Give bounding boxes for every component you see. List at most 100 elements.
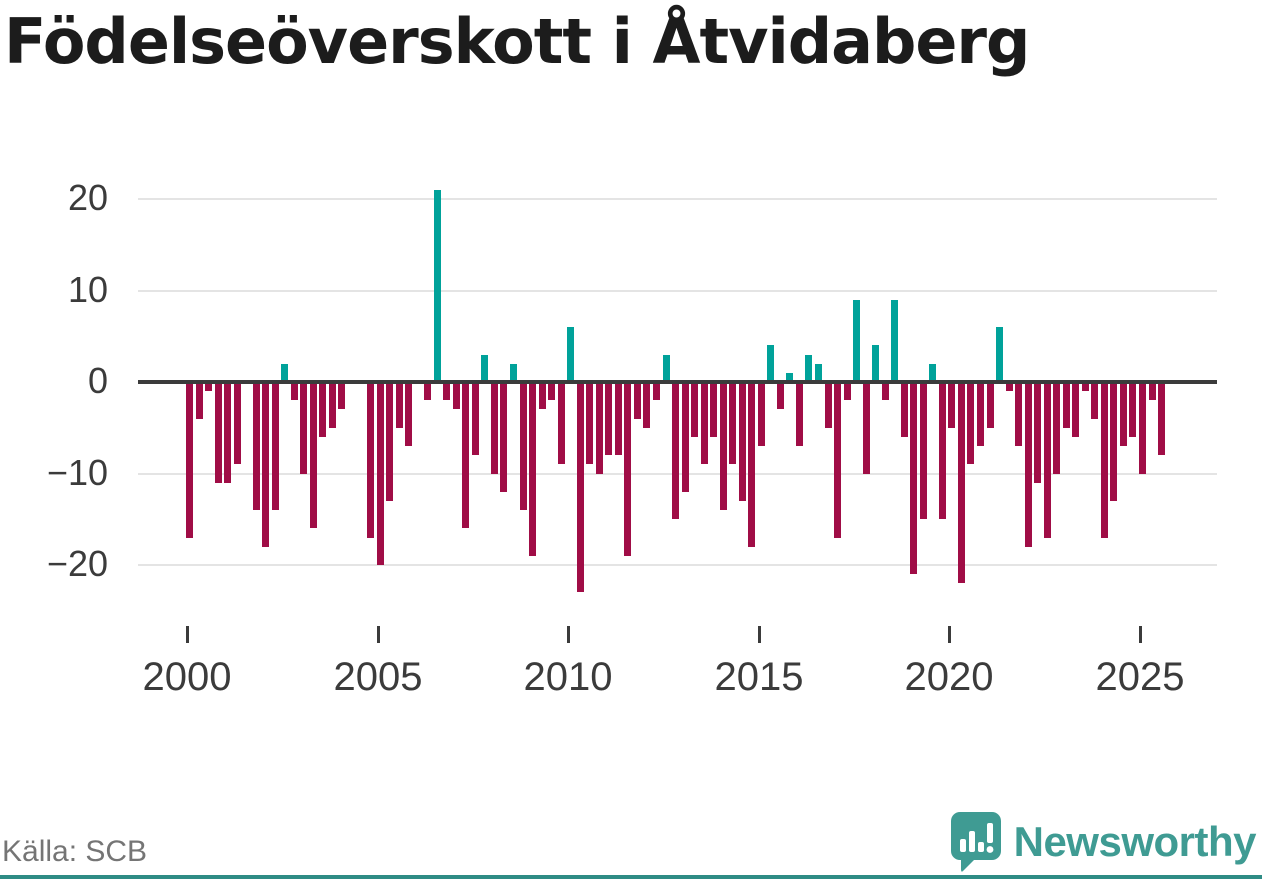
bar-2015-q4 bbox=[786, 372, 793, 382]
bar-2010-q4 bbox=[596, 382, 603, 474]
bar-2004-q4 bbox=[367, 382, 374, 538]
bar-2023-q2 bbox=[1072, 382, 1079, 437]
bar-2000-q3 bbox=[205, 382, 212, 392]
bar-2016-q4 bbox=[825, 382, 832, 428]
bar-2003-q1 bbox=[300, 382, 307, 474]
x-axis-tick-2010 bbox=[567, 626, 570, 643]
bar-2007-q2 bbox=[462, 382, 469, 529]
bar-2020-q3 bbox=[967, 382, 974, 465]
bar-2022-q4 bbox=[1053, 382, 1060, 474]
bar-2019-q4 bbox=[939, 382, 946, 520]
bar-2010-q3 bbox=[586, 382, 593, 465]
bar-2025-q2 bbox=[1149, 382, 1156, 401]
bar-2019-q1 bbox=[910, 382, 917, 575]
bar-2012-q2 bbox=[653, 382, 660, 401]
x-axis-label-2000: 2000 bbox=[142, 655, 232, 699]
bar-2010-q2 bbox=[577, 382, 584, 593]
bar-2008-q4 bbox=[520, 382, 527, 511]
gridline-y--20 bbox=[138, 564, 1217, 566]
bar-2015-q3 bbox=[777, 382, 784, 410]
bar-2005-q3 bbox=[396, 382, 403, 428]
bar-2009-q4 bbox=[558, 382, 565, 465]
zero-axis-line bbox=[138, 380, 1217, 384]
bar-2006-q3 bbox=[434, 189, 441, 382]
gridline-y-20 bbox=[138, 198, 1217, 200]
bar-2003-q4 bbox=[329, 382, 336, 428]
newsworthy-bubble-chart-icon bbox=[950, 812, 1001, 872]
bar-2001-q2 bbox=[234, 382, 241, 465]
bar-2022-q1 bbox=[1025, 382, 1032, 547]
bar-2013-q4 bbox=[710, 382, 717, 437]
bar-2008-q2 bbox=[500, 382, 507, 492]
bar-2017-q2 bbox=[844, 382, 851, 401]
bar-2020-q1 bbox=[948, 382, 955, 428]
bar-2022-q2 bbox=[1034, 382, 1041, 483]
x-axis-tick-2015 bbox=[758, 626, 761, 643]
bar-2021-q3 bbox=[1006, 382, 1013, 392]
bar-2020-q2 bbox=[958, 382, 965, 584]
bar-2009-q1 bbox=[529, 382, 536, 556]
y-axis-label-0: 0 bbox=[87, 360, 108, 401]
x-axis-tick-2005 bbox=[377, 626, 380, 643]
bar-2012-q1 bbox=[643, 382, 650, 428]
bar-2005-q1 bbox=[377, 382, 384, 565]
x-axis-tick-2020 bbox=[948, 626, 951, 643]
bar-2007-q1 bbox=[453, 382, 460, 410]
bar-2008-q1 bbox=[491, 382, 498, 474]
bar-2007-q3 bbox=[472, 382, 479, 456]
bar-2017-q3 bbox=[853, 299, 860, 382]
bar-2024-q4 bbox=[1129, 382, 1136, 437]
bar-2014-q3 bbox=[739, 382, 746, 501]
bar-2005-q4 bbox=[405, 382, 412, 447]
bar-2011-q3 bbox=[624, 382, 631, 556]
bar-2011-q1 bbox=[605, 382, 612, 456]
bar-2001-q4 bbox=[253, 382, 260, 511]
bar-2018-q3 bbox=[891, 299, 898, 382]
bar-2012-q3 bbox=[663, 354, 670, 382]
bar-2014-q2 bbox=[729, 382, 736, 465]
x-axis-label-2005: 2005 bbox=[333, 655, 423, 699]
bar-2002-q2 bbox=[272, 382, 279, 511]
bar-2021-q2 bbox=[996, 327, 1003, 382]
bar-2013-q1 bbox=[682, 382, 689, 492]
bar-2025-q3 bbox=[1158, 382, 1165, 456]
bar-2000-q4 bbox=[215, 382, 222, 483]
bar-2000-q1 bbox=[186, 382, 193, 538]
bar-2017-q1 bbox=[834, 382, 841, 538]
bar-2024-q3 bbox=[1120, 382, 1127, 447]
gridline-y-10 bbox=[138, 289, 1217, 292]
x-axis-tick-2000 bbox=[186, 626, 189, 643]
bar-2018-q1 bbox=[872, 345, 879, 382]
bar-2022-q3 bbox=[1044, 382, 1051, 538]
bar-2015-q2 bbox=[767, 345, 774, 382]
bar-2003-q2 bbox=[310, 382, 317, 529]
source-label: Källa: SCB bbox=[2, 835, 148, 868]
bar-2024-q2 bbox=[1110, 382, 1117, 501]
bar-2021-q1 bbox=[987, 382, 994, 428]
bar-2024-q1 bbox=[1101, 382, 1108, 538]
bar-2009-q2 bbox=[539, 382, 546, 410]
y-axis-label--20: −20 bbox=[46, 543, 108, 584]
bar-2014-q4 bbox=[748, 382, 755, 547]
bar-2002-q3 bbox=[281, 363, 288, 382]
bar-2005-q2 bbox=[386, 382, 393, 501]
bar-2025-q1 bbox=[1139, 382, 1146, 474]
x-axis-label-2025: 2025 bbox=[1095, 655, 1185, 699]
bar-2009-q3 bbox=[548, 382, 555, 401]
bar-2018-q2 bbox=[882, 382, 889, 401]
bar-2001-q1 bbox=[224, 382, 231, 483]
y-axis-label--10: −10 bbox=[46, 451, 108, 493]
bar-2020-q4 bbox=[977, 382, 984, 447]
bottom-accent-border bbox=[0, 875, 1262, 879]
bar-2023-q3 bbox=[1082, 382, 1089, 392]
y-axis-label-20: 20 bbox=[67, 177, 108, 218]
bar-2006-q4 bbox=[443, 382, 450, 401]
bar-2019-q2 bbox=[920, 382, 927, 520]
bar-2008-q3 bbox=[510, 363, 517, 382]
bar-2010-q1 bbox=[567, 327, 574, 382]
bar-2000-q2 bbox=[196, 382, 203, 419]
bar-2013-q3 bbox=[701, 382, 708, 465]
bar-2003-q3 bbox=[319, 382, 326, 437]
y-axis-label-10: 10 bbox=[67, 268, 108, 310]
